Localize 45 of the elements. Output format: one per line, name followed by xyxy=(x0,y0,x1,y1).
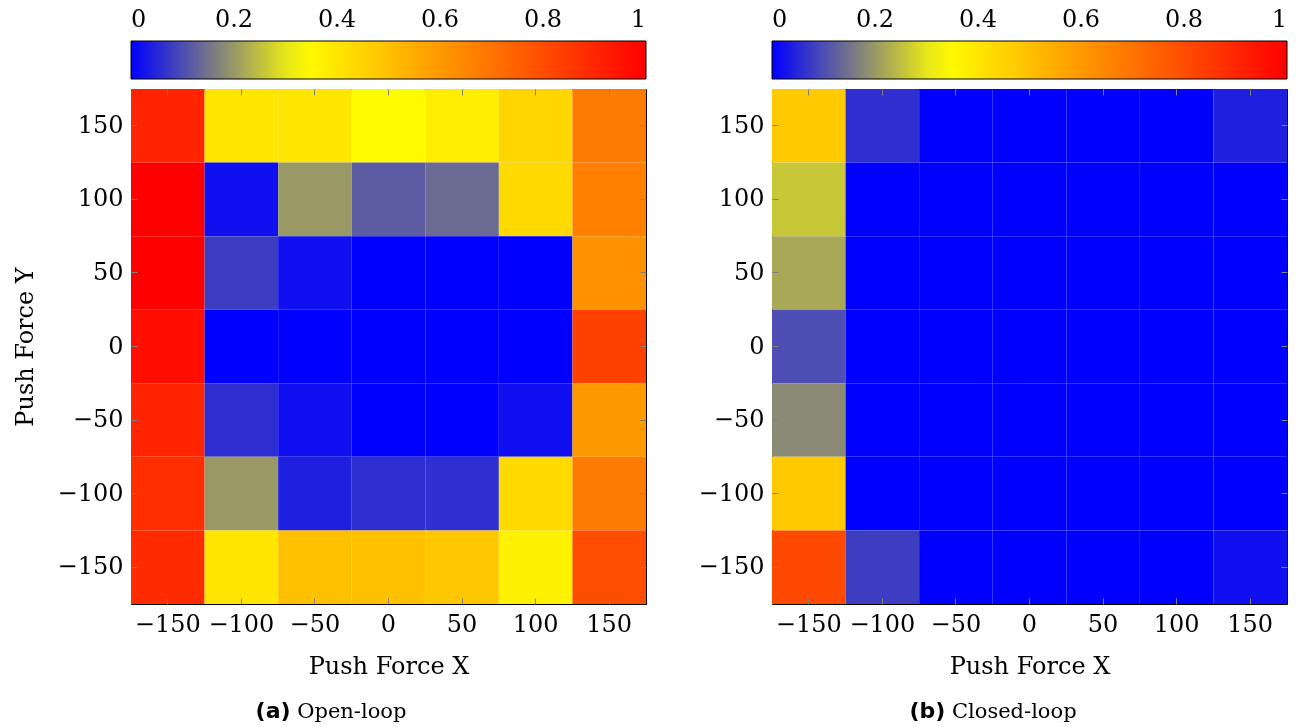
color-bar-label: 0.2 xyxy=(855,5,895,33)
y-tick-label: 100 xyxy=(77,184,124,213)
y-tick-label: −50 xyxy=(713,405,765,434)
x-tick-label: 50 xyxy=(446,609,478,638)
x-tick-label: 100 xyxy=(512,609,559,638)
color-bar-label: 0.2 xyxy=(214,5,254,33)
x-tick-label: 100 xyxy=(1153,609,1200,638)
x-tick-label: 150 xyxy=(586,609,633,638)
y-tick-label: 50 xyxy=(733,257,765,286)
y-tick-label: −50 xyxy=(72,405,124,434)
x-axis-title: Push Force X xyxy=(949,651,1111,680)
y-tick-label: 100 xyxy=(718,184,765,213)
y-tick-label: −100 xyxy=(57,478,124,507)
x-tick-label: −50 xyxy=(289,609,341,638)
x-tick-label: 150 xyxy=(1227,609,1274,638)
y-tick-label: 150 xyxy=(718,110,765,139)
y-tick-label: 0 xyxy=(749,331,765,360)
x-tick-label: 0 xyxy=(1021,609,1038,638)
text: (b) Closed-loop xyxy=(909,698,1077,723)
y-tick-label: −100 xyxy=(698,478,765,507)
x-tick-label: −100 xyxy=(208,609,275,638)
y-tick-label: 0 xyxy=(108,331,124,360)
y-tick-label: −150 xyxy=(57,552,124,581)
color-bar-label: 0.6 xyxy=(1061,5,1101,33)
color-bar-label: 1 xyxy=(630,5,646,33)
y-tick-label: −150 xyxy=(698,552,765,581)
color-bar-label: 0.8 xyxy=(523,5,563,33)
x-tick-label: 0 xyxy=(380,609,397,638)
x-tick-label: −100 xyxy=(849,609,916,638)
color-bar-label: 0 xyxy=(772,5,788,33)
y-tick-label: 150 xyxy=(77,110,124,139)
color-bar-label: 0.4 xyxy=(958,5,998,33)
x-axis-title: Push Force X xyxy=(308,651,470,680)
color-bar-label: 0.4 xyxy=(317,5,357,33)
y-tick-label: 50 xyxy=(92,257,124,286)
x-tick-label: −50 xyxy=(930,609,982,638)
color-bar-label: 0.8 xyxy=(1164,5,1204,33)
color-bar-label: 0 xyxy=(131,5,147,33)
color-bar-label: 0.6 xyxy=(420,5,460,33)
text: (a) Open-loop xyxy=(255,698,407,723)
x-tick-label: −150 xyxy=(134,609,201,638)
y-axis-title: Push Force Y xyxy=(10,266,39,427)
x-tick-label: −150 xyxy=(775,609,842,638)
color-bar-label: 1 xyxy=(1271,5,1287,33)
x-tick-label: 50 xyxy=(1087,609,1119,638)
